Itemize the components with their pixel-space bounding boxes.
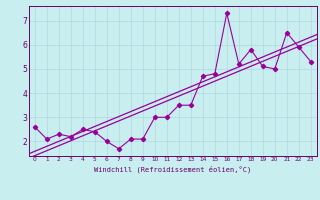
X-axis label: Windchill (Refroidissement éolien,°C): Windchill (Refroidissement éolien,°C): [94, 165, 252, 173]
